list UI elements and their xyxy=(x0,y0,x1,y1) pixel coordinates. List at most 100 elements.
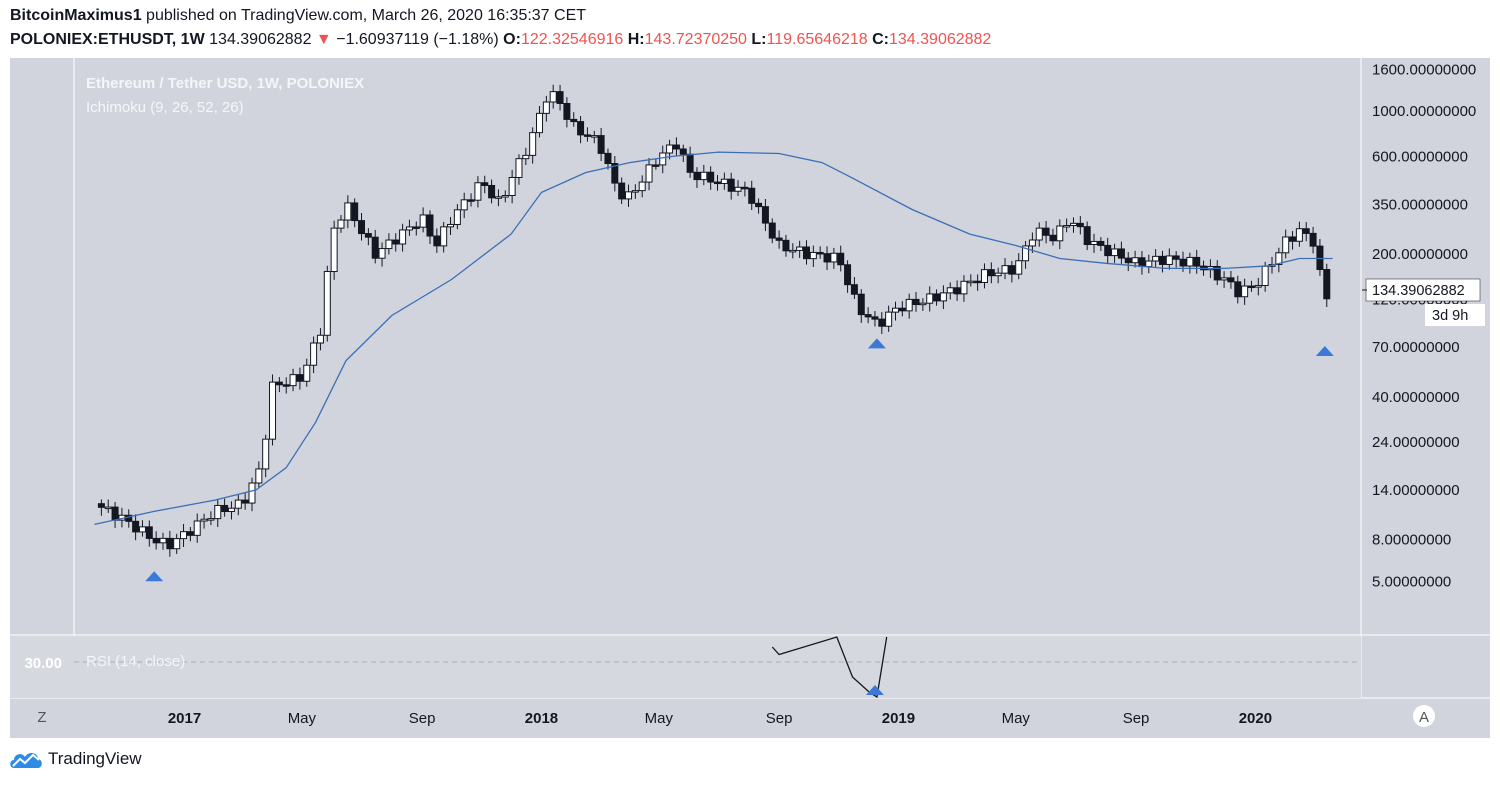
candle-body xyxy=(1097,240,1105,246)
ichimoku-line xyxy=(94,151,1333,526)
candles xyxy=(97,84,1331,557)
candle-body xyxy=(1076,222,1084,228)
candle-body xyxy=(515,158,523,178)
candle-body xyxy=(1008,265,1016,275)
time-tick-label: May xyxy=(288,710,317,727)
candle-body xyxy=(837,252,845,266)
ohlc-header: POLONIEX:ETHUSDT, 1W 134.39062882 ▼ −1.6… xyxy=(10,31,991,49)
last-price: 134.39062882 xyxy=(209,31,312,48)
candle-body xyxy=(1090,240,1098,246)
candle-body xyxy=(720,178,728,184)
candle-body xyxy=(597,135,605,154)
candle-body xyxy=(337,219,345,229)
candle-body xyxy=(159,537,167,544)
a-button[interactable]: A xyxy=(1419,709,1429,726)
price-tick-label: 24.00000000 xyxy=(1372,434,1460,451)
triangle-marker xyxy=(145,571,164,582)
candle-body xyxy=(1302,228,1310,234)
candle-body xyxy=(775,237,783,241)
high-label: H: xyxy=(627,31,645,48)
chart-title: Ethereum / Tether USD, 1W, POLONIEX xyxy=(86,75,364,92)
candle-body xyxy=(227,507,235,513)
price-tick-label: 1600.00000000 xyxy=(1372,61,1476,78)
candle-body xyxy=(631,190,639,193)
candle-body xyxy=(741,186,749,190)
candle-body xyxy=(1022,245,1030,262)
candle-body xyxy=(1227,277,1235,283)
candle-body xyxy=(1316,245,1324,271)
candle-body xyxy=(693,171,701,181)
candle-body xyxy=(1035,227,1043,241)
candle-body xyxy=(755,202,763,208)
candle-body xyxy=(296,374,304,382)
z-button-bg xyxy=(31,705,53,727)
rsi-triangle-marker xyxy=(865,685,884,695)
author-name[interactable]: BitcoinMaximus1 xyxy=(10,7,142,24)
candle-body xyxy=(310,342,318,366)
candle-body xyxy=(1083,226,1091,246)
close-value: 134.39062882 xyxy=(889,31,992,48)
candle-body xyxy=(364,233,372,238)
candle-body xyxy=(1138,257,1146,268)
candle-body xyxy=(652,164,660,167)
candle-body xyxy=(289,374,297,387)
candle-body xyxy=(809,251,817,260)
candle-body xyxy=(426,214,434,237)
rsi-line xyxy=(771,636,888,699)
candle-body xyxy=(193,520,201,536)
time-axis[interactable]: 2017 May Sep 2018 May Sep 2019 May Sep 2020 xyxy=(168,710,1272,727)
time-tick-label: 2019 xyxy=(882,710,915,727)
a-button-bg xyxy=(1413,705,1435,727)
candle-body xyxy=(768,222,776,239)
candle-body xyxy=(132,520,140,533)
candle-body xyxy=(563,103,571,120)
candle-body xyxy=(625,191,633,200)
candle-body xyxy=(207,518,215,521)
candle-body xyxy=(1186,256,1194,267)
markers xyxy=(145,338,1334,695)
candle-body xyxy=(488,184,496,199)
price-chart[interactable]: 1600.00000000 1000.00000000 600.00000000 35… xyxy=(0,58,1500,748)
candle-body xyxy=(1261,265,1269,286)
time-tick-label: Sep xyxy=(409,710,436,727)
candle-body xyxy=(782,239,790,252)
candle-body xyxy=(1063,224,1071,228)
candle-body xyxy=(679,148,687,155)
price-change: −1.60937119 (−1.18%) xyxy=(336,31,499,48)
rsi-label: RSI (14, close) xyxy=(86,653,185,670)
candle-body xyxy=(659,152,667,166)
time-tick-label: 2020 xyxy=(1239,710,1272,727)
candle-body xyxy=(727,178,735,192)
candle-body xyxy=(761,206,769,224)
high-value: 143.72370250 xyxy=(644,31,747,48)
candle-body xyxy=(344,202,352,221)
candle-body xyxy=(269,381,277,440)
open-value: 122.32546916 xyxy=(520,31,624,48)
candle-body xyxy=(529,132,537,156)
candle-body xyxy=(433,235,441,247)
countdown-badge: 3d 9h xyxy=(1432,308,1468,324)
candle-body xyxy=(823,253,831,263)
candle-body xyxy=(1282,236,1290,254)
candle-body xyxy=(248,482,256,504)
candle-body xyxy=(1165,255,1173,265)
candle-body xyxy=(583,134,591,137)
candle-body xyxy=(536,112,544,134)
price-tick-label: 200.00000000 xyxy=(1372,246,1468,263)
cloud-icon xyxy=(10,753,42,768)
candle-body xyxy=(556,91,564,105)
candle-body xyxy=(700,171,708,181)
candle-body xyxy=(638,181,646,192)
price-tick-label: 14.00000000 xyxy=(1372,482,1460,499)
candle-body xyxy=(1124,257,1132,264)
tradingview-logo[interactable]: TradingView xyxy=(8,748,142,770)
rsi-level-label: 30.00 xyxy=(24,655,62,672)
candle-body xyxy=(399,229,407,245)
candle-body xyxy=(707,171,715,183)
time-tick-label: Sep xyxy=(1123,710,1150,727)
rsi-pane[interactable] xyxy=(10,636,1361,698)
z-button[interactable]: Z xyxy=(37,709,46,726)
main-pane[interactable] xyxy=(10,58,1362,635)
candle-body xyxy=(323,271,331,336)
candle-body xyxy=(878,318,886,327)
